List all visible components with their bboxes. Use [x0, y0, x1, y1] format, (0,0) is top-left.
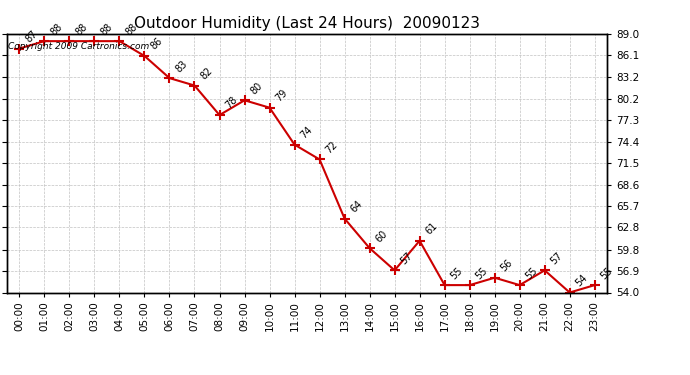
Text: 61: 61 [424, 221, 440, 237]
Text: 80: 80 [248, 80, 264, 96]
Text: 55: 55 [599, 265, 615, 281]
Text: 83: 83 [174, 58, 189, 74]
Text: 64: 64 [348, 199, 364, 214]
Text: 87: 87 [23, 28, 39, 44]
Text: 72: 72 [324, 140, 339, 155]
Text: 82: 82 [199, 66, 215, 81]
Text: 88: 88 [48, 21, 64, 37]
Text: 56: 56 [499, 258, 515, 273]
Text: 88: 88 [74, 21, 89, 37]
Text: 57: 57 [549, 250, 564, 266]
Title: Outdoor Humidity (Last 24 Hours)  20090123: Outdoor Humidity (Last 24 Hours) 2009012… [134, 16, 480, 31]
Text: 79: 79 [274, 88, 290, 104]
Text: 55: 55 [474, 265, 490, 281]
Text: 88: 88 [124, 21, 139, 37]
Text: 54: 54 [574, 273, 590, 288]
Text: 78: 78 [224, 95, 239, 111]
Text: Copyright 2009 Cartronics.com: Copyright 2009 Cartronics.com [8, 42, 149, 51]
Text: 86: 86 [148, 36, 164, 52]
Text: 55: 55 [448, 265, 464, 281]
Text: 55: 55 [524, 265, 540, 281]
Text: 60: 60 [374, 228, 389, 244]
Text: 74: 74 [299, 124, 315, 141]
Text: 57: 57 [399, 250, 415, 266]
Text: 88: 88 [99, 21, 115, 37]
